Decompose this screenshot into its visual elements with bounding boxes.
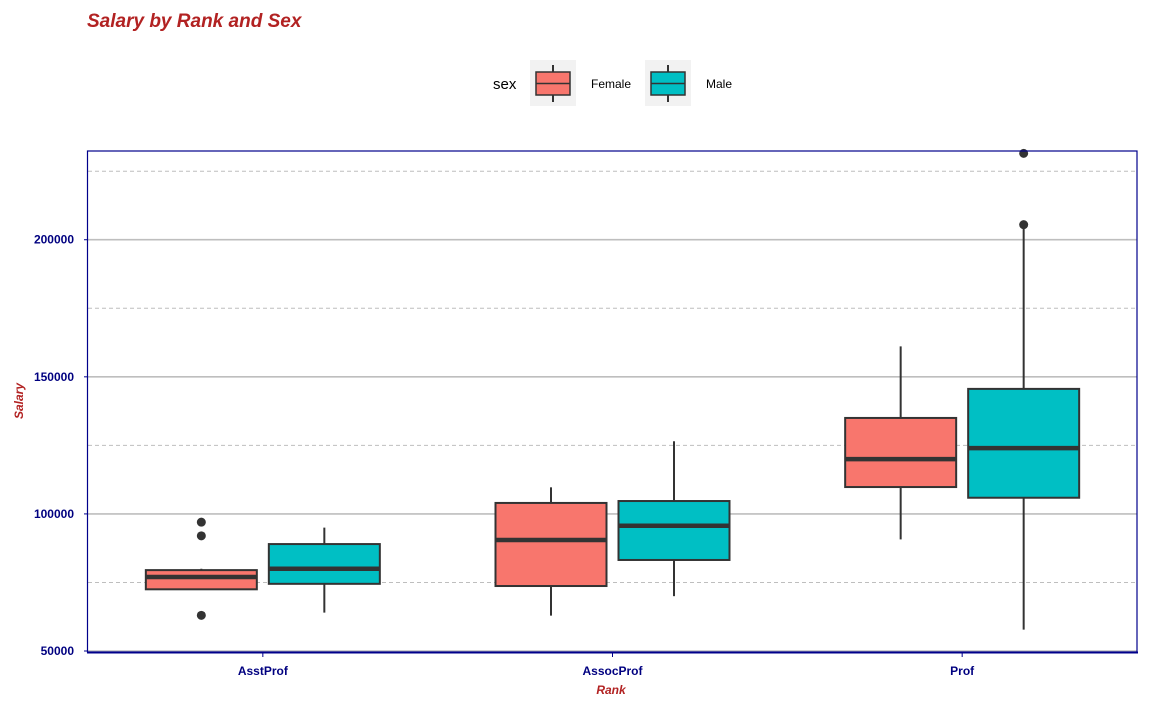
box-male-asstprof <box>267 527 381 613</box>
boxplots <box>144 148 1081 630</box>
y-tick-label: 100000 <box>34 507 74 521</box>
box-female-assocprof <box>494 487 608 616</box>
x-tick-label: Prof <box>950 664 975 678</box>
box-body <box>617 500 731 561</box>
box-body <box>144 569 258 591</box>
legend-key-male: Male <box>645 60 732 106</box>
legend-label: Female <box>591 77 631 91</box>
y-axis-title: Salary <box>12 382 26 419</box>
box-female-prof <box>844 346 958 540</box>
legend-key-female: Female <box>530 60 631 106</box>
outlier-point <box>196 531 206 541</box>
x-tick-label: AssocProf <box>582 664 643 678</box>
legend: sex Female Male <box>493 60 732 106</box>
box-male-prof <box>967 148 1081 630</box>
y-tick-label: 50000 <box>41 644 75 658</box>
y-axis: 50000 100000 150000 200000 <box>34 233 88 658</box>
gridlines <box>88 170 1137 652</box>
outlier-point <box>1019 220 1029 230</box>
box-female-asstprof <box>144 517 258 620</box>
y-tick-label: 150000 <box>34 370 74 384</box>
outlier-point <box>196 610 206 620</box>
box-body <box>494 501 608 588</box>
x-axis: AsstProf AssocProf Prof <box>238 652 975 678</box>
box-body <box>967 387 1081 499</box>
x-tick-label: AsstProf <box>238 664 289 678</box>
box-body <box>844 416 958 489</box>
legend-keys: Female Male <box>530 60 732 106</box>
legend-label: Male <box>706 77 732 91</box>
box-male-assocprof <box>617 441 731 597</box>
box-body <box>267 543 381 585</box>
y-tick-label: 200000 <box>34 233 74 247</box>
outlier-point <box>1019 148 1029 158</box>
outlier-point <box>196 517 206 527</box>
plot-panel <box>86 148 1138 654</box>
legend-title: sex <box>493 76 517 93</box>
chart-title: Salary by Rank and Sex <box>87 11 303 32</box>
x-axis-title: Rank <box>596 683 627 697</box>
